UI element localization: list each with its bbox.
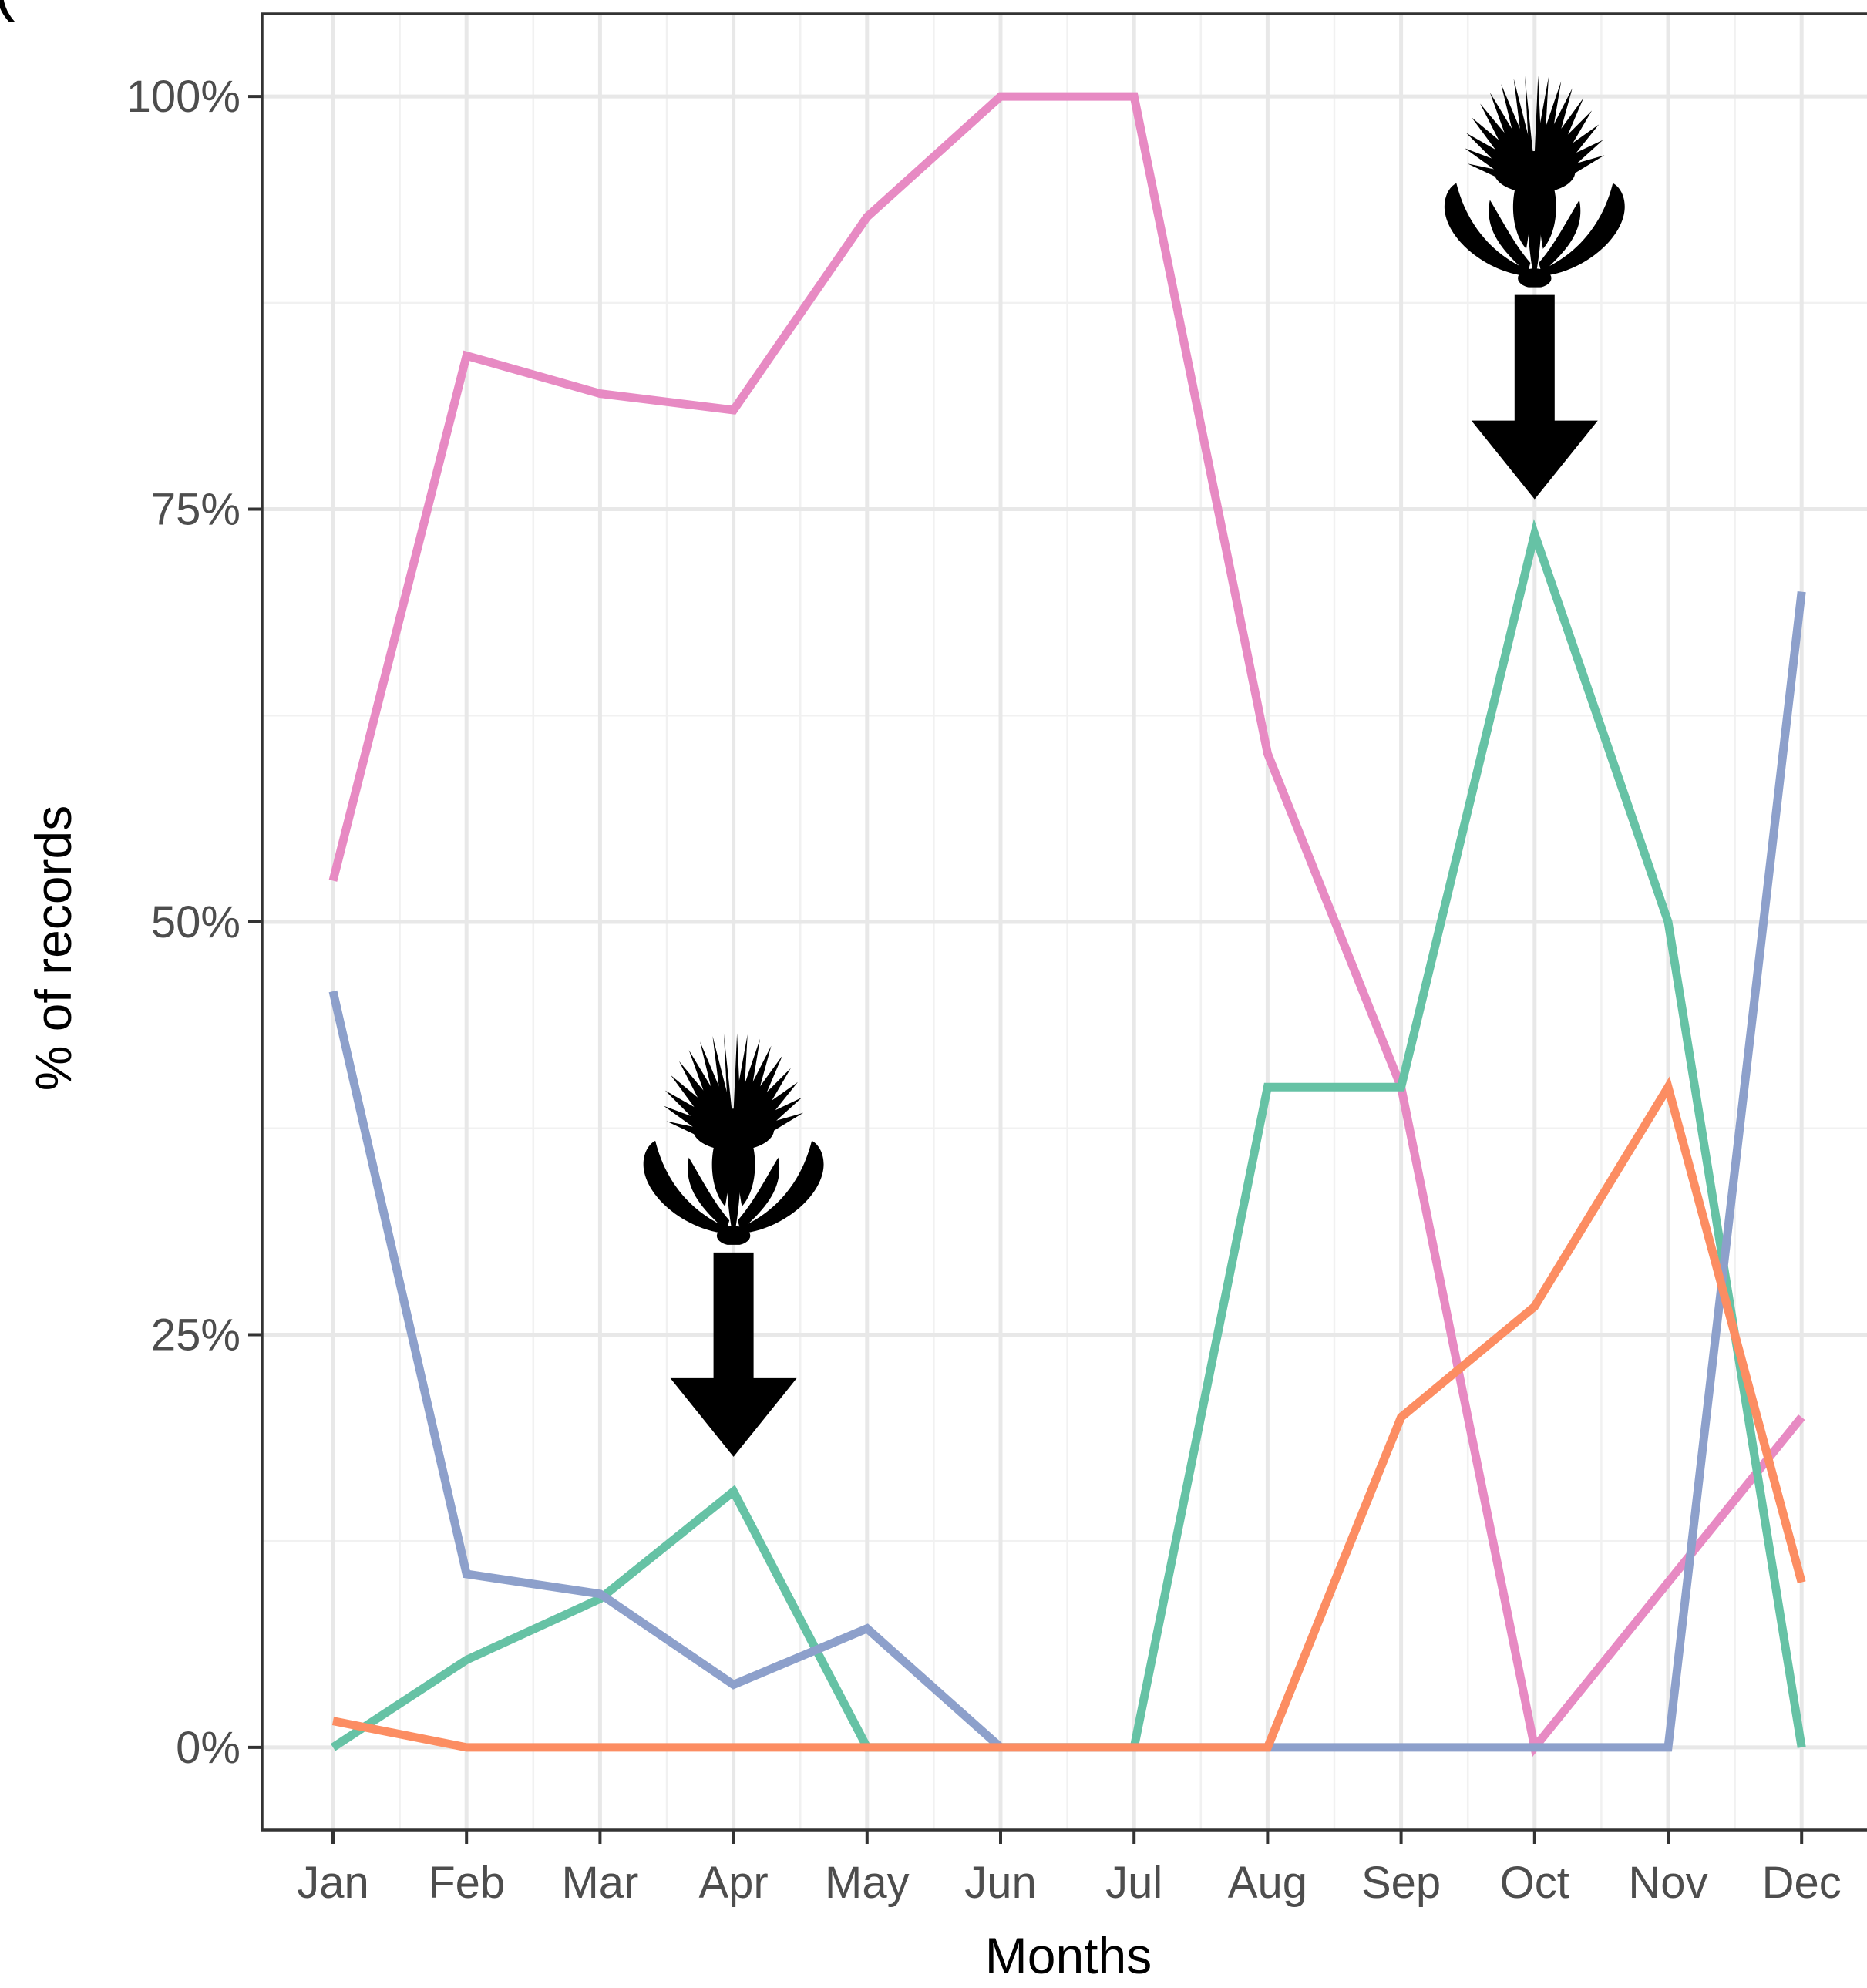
x-tick-label: Mar <box>561 1858 638 1908</box>
series-line-4 <box>331 1076 1806 1752</box>
y-tick-label: 75% <box>151 485 241 535</box>
y-tick-label: 25% <box>151 1310 241 1360</box>
y-tick-label: 100% <box>126 72 241 122</box>
plot-area: 0% 25% 50% 75% 100% Jan Feb Mar Apr May Jun Jul Aug S… <box>126 12 1867 1908</box>
flower-arrow-annotation <box>643 1033 824 1457</box>
down-arrow-icon <box>670 1252 797 1457</box>
flower-arrow-annotation <box>1444 76 1625 500</box>
x-tick-label: Jul <box>1105 1858 1162 1908</box>
y-axis-title-text: % of records <box>25 806 82 1091</box>
x-tick-label: Apr <box>698 1858 768 1908</box>
panel-label: ( <box>0 0 15 23</box>
x-tick-label: Oct <box>1500 1858 1569 1908</box>
x-tick-label: Sep <box>1361 1858 1441 1908</box>
y-tick-label: 0% <box>176 1723 241 1773</box>
y-tick-label: 50% <box>151 897 241 947</box>
x-tick-label: May <box>825 1858 910 1908</box>
x-tick-label: Jun <box>964 1858 1037 1908</box>
x-tick-label: Jan <box>297 1858 369 1908</box>
x-tick-label: Aug <box>1228 1858 1307 1908</box>
y-axis-title: % of records <box>25 806 82 1091</box>
series-line-1 <box>328 92 1805 1758</box>
x-tick-label: Feb <box>428 1858 505 1908</box>
x-tick-label: Nov <box>1628 1858 1707 1908</box>
down-arrow-icon <box>1471 294 1598 500</box>
x-tick-label: Dec <box>1762 1858 1842 1908</box>
x-axis-title: Months <box>985 1927 1152 1984</box>
